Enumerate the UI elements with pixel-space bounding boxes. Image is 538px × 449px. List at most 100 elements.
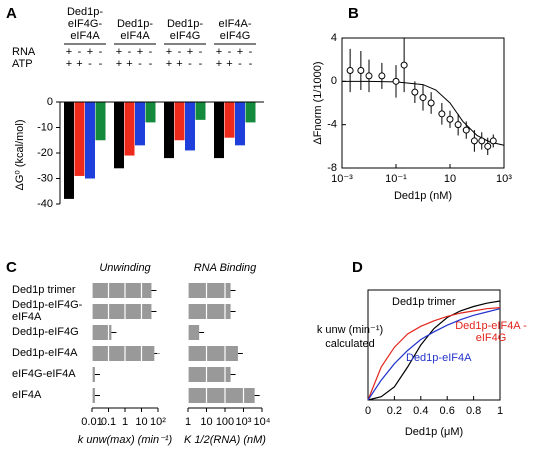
x-tick-label: 10³ [496,173,512,185]
data-point [438,110,446,118]
panel-letter: D [352,259,363,276]
category-label-box: Ded1p trimer [12,284,76,296]
data-point [419,94,427,102]
x-tick-label: 10⁻¹ [385,173,407,185]
bar [92,388,95,403]
condition-sign: + [76,58,82,70]
x-tick-label: 10⁴ [254,416,271,428]
data-point [489,137,497,145]
data-point [378,72,386,80]
bar [188,346,238,361]
condition-sign: + [166,46,172,58]
category-label-box: Ded1p-eIF4A [12,347,78,359]
condition-sign: + [176,58,182,70]
bar [92,325,112,340]
category-label-box: Ded1p-eIF4G-eIF4A [12,299,82,323]
series-label-box: Ded1p-eIF4A -eIF4G [455,320,527,344]
group-label: Ded1p-eIF4G-eIF4A [66,6,104,42]
bar [124,102,135,156]
condition-sign: - [149,46,153,58]
group-label: Ded1p-eIF4A [116,18,154,42]
condition-sign: - [199,46,203,58]
condition-sign: - [99,46,103,58]
x-tick-label: 10² [150,416,166,428]
bar [188,367,231,382]
condition-sign: - [249,46,253,58]
x-tick-label: 0.01 [81,416,102,428]
x-tick-label: 1 [497,405,503,417]
y-tick-label: 0 [47,96,53,108]
condition-sign: + [216,58,222,70]
bar [85,102,95,179]
x-tick-label: 0.6 [440,405,455,417]
condition-sign: + [66,58,72,70]
bar [92,304,152,319]
category-label-box: eIF4A [12,389,42,401]
bar [188,325,200,340]
condition-sign: + [66,46,72,58]
bar [188,283,231,298]
panel-letter: B [348,5,359,22]
line-series [367,308,501,401]
condition-sign: - [78,46,82,58]
data-point [462,126,470,134]
bar [224,102,235,138]
data-point [454,121,462,129]
x-tick-label: 10 [444,173,456,185]
condition-sign: + [137,46,143,58]
x-tick-label: 1 [122,416,128,428]
condition-sign: - [199,58,203,70]
data-point [400,61,408,69]
category-label: Ded1p-eIF4G [12,326,79,338]
y-tick-label: -40 [37,198,53,210]
data-point [411,88,419,96]
bar [92,346,155,361]
condition-sign: - [238,58,242,70]
y-tick-label: 4 [331,32,337,44]
bar [188,388,255,403]
bar [245,102,256,123]
bar [185,102,195,151]
bar [114,102,124,169]
condition-sign: + [87,46,93,58]
series-label: Ded1p trimer [392,296,456,308]
bar [235,102,245,146]
condition-sign: - [228,46,232,58]
x-tick-label: 10³ [236,416,252,428]
category-label: eIF4G-eIF4A [12,368,76,380]
bar [188,304,231,319]
condition-name: RNA [12,46,36,58]
data-point [484,142,492,150]
condition-sign: - [188,58,192,70]
condition-name: ATP [12,58,33,70]
group-label-box: Ded1p-eIF4G-eIF4A [66,6,104,42]
bar [214,102,224,159]
condition-sign: + [237,46,243,58]
bar [95,102,106,141]
condition-sign: - [178,46,182,58]
data-point [470,137,478,145]
y-tick-label: -20 [37,147,53,159]
y-axis-label: k unw (min⁻¹) [317,324,383,336]
condition-sign: + [187,46,193,58]
x-tick-label: 10 [135,416,147,428]
group-label-box: Ded1p-eIF4G [167,18,203,42]
x-tick-label: 0.4 [413,405,428,417]
panel-title: RNA Binding [194,262,257,274]
data-point [427,99,435,107]
data-point [365,72,373,80]
category-label: eIF4A [12,389,42,401]
condition-sign: - [249,58,253,70]
category-label: Ded1p-eIF4A [12,347,78,359]
x-tick-label: 1 [185,416,191,428]
bar [74,102,85,176]
y-axis-label: calculated [325,338,375,350]
bar [145,102,156,123]
series-label: Ded1p-eIF4A [406,352,472,364]
x-tick-label: 10⁻³ [331,173,353,185]
bar [92,367,95,382]
data-point [357,67,365,74]
category-label-box: Ded1p-eIF4G [12,326,79,338]
x-axis-label: Ded1p (μM) [405,426,463,438]
y-tick-label: -10 [37,121,53,133]
